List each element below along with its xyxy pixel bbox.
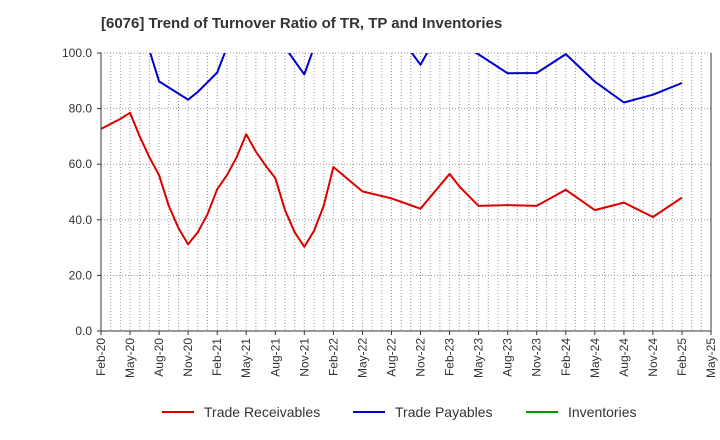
- legend-label-trade-receivables: Trade Receivables: [204, 404, 321, 420]
- x-tick-label: May-21: [239, 338, 253, 378]
- x-tick-label: May-22: [355, 338, 369, 378]
- series-line-trade-payables: [149, 53, 226, 101]
- y-tick-label: 0.0: [75, 324, 92, 338]
- x-tick-label: Aug-21: [268, 338, 282, 377]
- series-line-trade-receivables: [101, 111, 683, 248]
- x-tick-label: May-24: [588, 338, 602, 378]
- x-tick-label: Nov-22: [414, 338, 428, 377]
- x-tick-label: May-20: [123, 338, 137, 378]
- legend-item-trade-receivables: Trade Receivables: [162, 404, 320, 420]
- x-tick-label: Feb-24: [559, 338, 573, 376]
- x-tick-label: Nov-21: [297, 338, 311, 377]
- chart-title: [6076] Trend of Turnover Ratio of TR, TP…: [101, 15, 503, 32]
- x-tick-label: Feb-25: [675, 338, 689, 376]
- x-tick-label: Aug-20: [152, 338, 166, 377]
- x-tick-label: Feb-21: [210, 338, 224, 376]
- x-tick-label: May-25: [704, 338, 718, 378]
- y-tick-label: 100.0: [62, 46, 92, 60]
- x-tick-label: Aug-22: [385, 338, 399, 377]
- x-tick-label: Aug-23: [501, 338, 515, 377]
- chart-legend: Trade Receivables Trade Payables Invento…: [0, 404, 720, 426]
- series-line-trade-payables: [410, 53, 429, 66]
- series-line-trade-payables: [287, 53, 314, 76]
- legend-item-trade-payables: Trade Payables: [353, 404, 493, 420]
- x-tick-label: Nov-23: [530, 338, 544, 377]
- x-tick-label: Feb-20: [94, 338, 108, 376]
- legend-item-inventories: Inventories: [526, 404, 636, 420]
- y-tick-label: 60.0: [69, 157, 93, 171]
- y-tick-label: 20.0: [69, 268, 93, 282]
- legend-swatch-trade-payables: [353, 411, 385, 413]
- legend-label-inventories: Inventories: [568, 404, 637, 420]
- legend-swatch-trade-receivables: [162, 411, 194, 413]
- legend-label-trade-payables: Trade Payables: [395, 404, 493, 420]
- series-line-trade-payables: [474, 53, 683, 104]
- x-tick-label: Nov-20: [181, 338, 195, 377]
- y-tick-label: 80.0: [69, 102, 93, 116]
- x-tick-label: Nov-24: [646, 338, 660, 377]
- x-tick-label: May-23: [472, 338, 486, 378]
- legend-swatch-inventories: [526, 411, 558, 413]
- x-tick-label: Feb-23: [443, 338, 457, 376]
- x-tick-label: Aug-24: [617, 338, 631, 377]
- y-tick-label: 40.0: [69, 213, 93, 227]
- x-tick-label: Feb-22: [326, 338, 340, 376]
